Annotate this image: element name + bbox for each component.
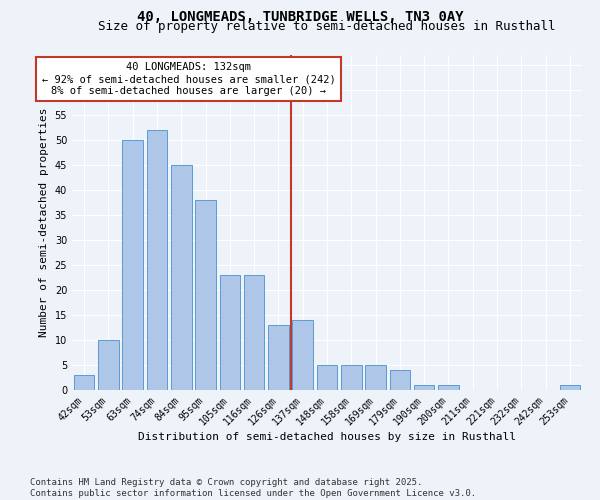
Bar [171,165,191,390]
Title: Size of property relative to semi-detached houses in Rusthall: Size of property relative to semi-detach… [98,20,556,33]
Bar [389,370,410,390]
Bar [365,365,386,390]
Text: Contains HM Land Registry data © Crown copyright and database right 2025.
Contai: Contains HM Land Registry data © Crown c… [30,478,476,498]
Bar [341,365,362,390]
Bar [220,275,240,390]
Bar [74,375,94,390]
Bar [268,325,289,390]
Bar [146,130,167,390]
Bar [560,385,580,390]
Text: 40 LONGMEADS: 132sqm
← 92% of semi-detached houses are smaller (242)
8% of semi-: 40 LONGMEADS: 132sqm ← 92% of semi-detac… [41,62,335,96]
Bar [98,340,119,390]
Bar [414,385,434,390]
Bar [122,140,143,390]
X-axis label: Distribution of semi-detached houses by size in Rusthall: Distribution of semi-detached houses by … [138,432,516,442]
Bar [292,320,313,390]
Bar [438,385,459,390]
Bar [244,275,265,390]
Bar [195,200,216,390]
Bar [317,365,337,390]
Y-axis label: Number of semi-detached properties: Number of semi-detached properties [39,108,49,337]
Text: 40, LONGMEADS, TUNBRIDGE WELLS, TN3 0AY: 40, LONGMEADS, TUNBRIDGE WELLS, TN3 0AY [137,10,463,24]
